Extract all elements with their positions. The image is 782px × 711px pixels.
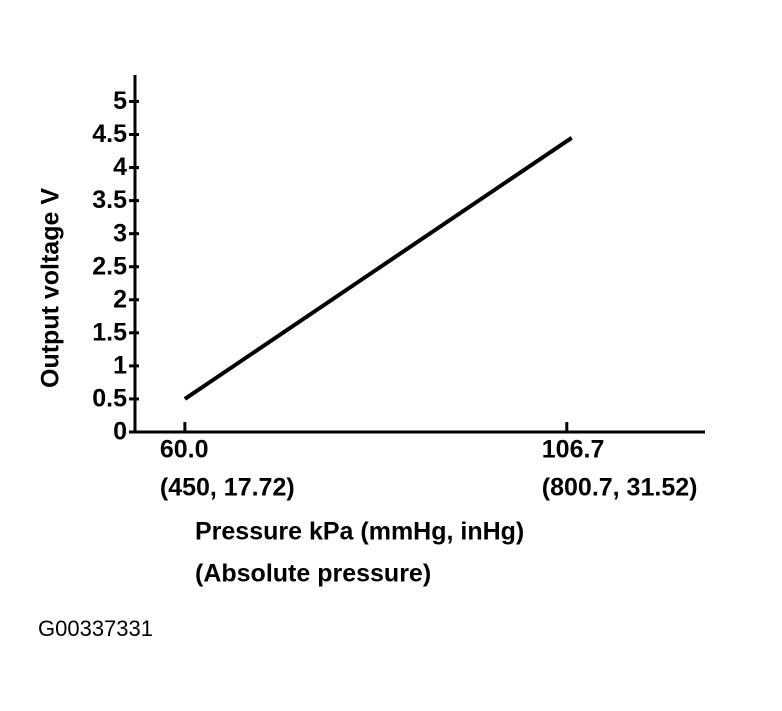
y-tick-label: 1 (113, 351, 127, 379)
y-tick-label: 0.5 (92, 385, 127, 413)
x-axis-label: Pressure kPa (mmHg, inHg) (195, 518, 524, 546)
data-line (183, 136, 573, 401)
y-tick-label: 4.5 (92, 120, 127, 148)
y-tick-label: 5 (113, 87, 127, 115)
y-tick-label: 0 (113, 418, 127, 446)
x-tick-label: 60.0 (160, 436, 209, 464)
y-tick-label: 1.5 (92, 318, 127, 346)
y-tick-label: 2.5 (92, 252, 127, 280)
x-axis-label: (Absolute pressure) (195, 560, 431, 588)
y-tick-label: 3.5 (92, 186, 127, 214)
x-tick-sublabel: (800.7, 31.52) (542, 474, 698, 502)
y-tick-label: 3 (113, 219, 127, 247)
x-tick-label: 106.7 (542, 436, 605, 464)
y-axis-label: Output voltage V (37, 188, 65, 388)
footnote: G00337331 (38, 616, 153, 641)
x-tick-sublabel: (450, 17.72) (160, 474, 295, 502)
y-tick-label: 4 (113, 153, 127, 181)
y-tick-label: 2 (113, 285, 127, 313)
